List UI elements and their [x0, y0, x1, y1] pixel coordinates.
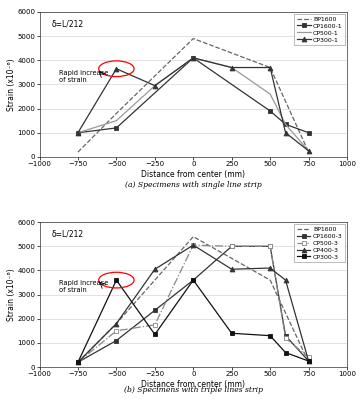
Legend: BP1600, CP1600-3, CP500-3, CP400-3, CP300-3: BP1600, CP1600-3, CP500-3, CP400-3, CP30…	[294, 224, 345, 262]
CP500-3	[153, 322, 157, 327]
Line: CP400-3: CP400-3	[76, 243, 311, 365]
CP300-3	[76, 360, 80, 365]
CP1600-1	[268, 109, 272, 113]
BP1600	[114, 111, 119, 116]
CP300-1	[306, 148, 311, 153]
X-axis label: Distance from center (mm): Distance from center (mm)	[141, 170, 245, 179]
Line: BP1600: BP1600	[78, 237, 309, 362]
CP500-1	[76, 130, 80, 135]
Text: Rapid increase
of strain: Rapid increase of strain	[60, 280, 109, 293]
CP1600-1	[284, 122, 288, 127]
CP300-1	[229, 65, 234, 70]
CP400-3	[284, 278, 288, 282]
BP1600	[76, 150, 80, 154]
BP1600	[268, 278, 272, 282]
CP300-3	[229, 331, 234, 336]
CP1600-3	[268, 244, 272, 249]
BP1600	[306, 360, 311, 365]
Text: Rapid increase
of strain: Rapid increase of strain	[60, 70, 109, 83]
BP1600	[306, 150, 311, 154]
CP500-1	[284, 122, 288, 127]
Legend: BP1600, CP1600-1, CP500-1, CP300-1: BP1600, CP1600-1, CP500-1, CP300-1	[294, 14, 345, 45]
Text: δ=L/212: δ=L/212	[52, 19, 84, 28]
CP500-1	[153, 83, 157, 88]
CP300-3	[191, 278, 195, 282]
CP500-1	[306, 148, 311, 153]
X-axis label: Distance from center (mm): Distance from center (mm)	[141, 380, 245, 389]
CP1600-3	[229, 244, 234, 249]
CP300-3	[268, 333, 272, 338]
CP1600-1	[306, 130, 311, 135]
CP1600-1	[76, 130, 80, 135]
CP300-1	[284, 130, 288, 135]
CP300-1	[114, 66, 119, 71]
Line: CP300-1: CP300-1	[76, 55, 311, 153]
CP1600-1	[191, 55, 195, 60]
Line: CP1600-1: CP1600-1	[76, 55, 311, 135]
CP300-1	[268, 65, 272, 70]
CP1600-3	[284, 333, 288, 338]
Line: CP300-3: CP300-3	[76, 278, 311, 365]
CP1600-3	[306, 359, 311, 363]
CP400-3	[114, 321, 119, 326]
Text: δ=L/212: δ=L/212	[52, 229, 84, 238]
CP400-3	[306, 359, 311, 363]
CP500-1	[268, 92, 272, 97]
BP1600	[191, 234, 195, 239]
CP300-1	[76, 130, 80, 135]
Line: CP1600-3: CP1600-3	[76, 244, 311, 365]
CP500-3	[268, 244, 272, 249]
Text: (b) Specimens with triple lines strip: (b) Specimens with triple lines strip	[124, 386, 263, 394]
CP500-1	[229, 65, 234, 70]
CP500-3	[284, 336, 288, 340]
CP500-1	[191, 55, 195, 60]
CP400-3	[191, 243, 195, 247]
Y-axis label: Strain (x10⁻⁶): Strain (x10⁻⁶)	[7, 58, 16, 111]
CP500-3	[76, 360, 80, 365]
CP300-3	[153, 332, 157, 337]
CP1600-3	[76, 360, 80, 365]
CP500-3	[191, 243, 195, 247]
CP300-3	[306, 359, 311, 363]
Line: CP500-1: CP500-1	[78, 58, 309, 151]
CP300-1	[153, 83, 157, 88]
CP300-3	[284, 350, 288, 355]
CP500-3	[229, 244, 234, 249]
Line: BP1600: BP1600	[78, 39, 309, 152]
CP1600-3	[153, 308, 157, 313]
CP500-3	[114, 328, 119, 333]
CP300-1	[191, 55, 195, 60]
CP300-3	[114, 278, 119, 282]
CP1600-1	[114, 126, 119, 130]
CP500-1	[114, 118, 119, 123]
Line: CP500-3: CP500-3	[76, 243, 311, 365]
CP400-3	[153, 267, 157, 272]
BP1600	[76, 360, 80, 365]
CP400-3	[268, 266, 272, 271]
BP1600	[268, 65, 272, 70]
CP1600-3	[114, 338, 119, 343]
Y-axis label: Strain (x10⁻⁶): Strain (x10⁻⁶)	[7, 268, 16, 321]
CP500-3	[306, 355, 311, 360]
Text: (a) Specimens with single line strip: (a) Specimens with single line strip	[125, 181, 262, 189]
BP1600	[114, 321, 119, 326]
CP400-3	[76, 360, 80, 365]
CP1600-3	[191, 278, 195, 282]
CP400-3	[229, 267, 234, 272]
BP1600	[191, 36, 195, 41]
